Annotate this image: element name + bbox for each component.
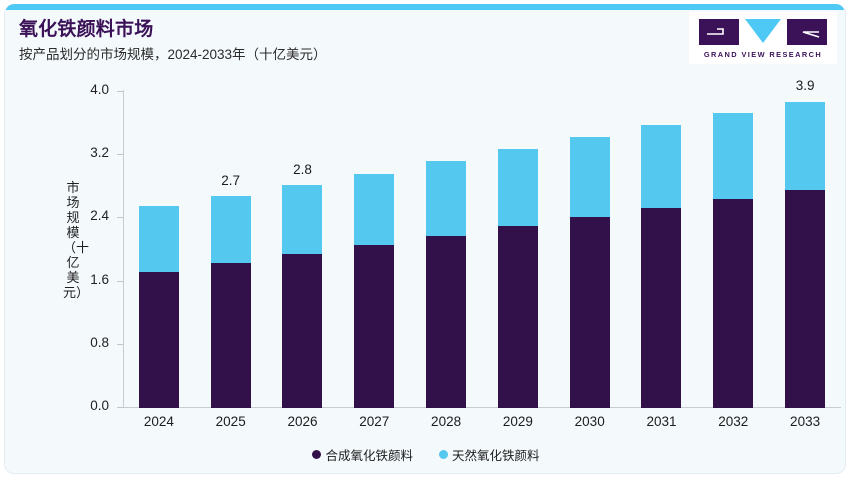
bar-segment-synthetic[interactable] xyxy=(785,189,826,408)
y-axis-line xyxy=(123,90,124,408)
bar-segment-natural[interactable] xyxy=(569,137,610,217)
chart-plot-wrapper: 市场规模（十亿美元） 0.0 0.8 1.6 2.4 3.2 4.0 2024 2.7 202… xyxy=(5,4,845,473)
chart-subtitle: 按产品划分的市场规模，2024-2033年（十亿美元） xyxy=(19,47,327,62)
y-axis-tick-label: 3.2 xyxy=(90,145,109,161)
bar-segment-natural[interactable] xyxy=(641,125,682,209)
legend-item-label: 合成氧化铁颜料 xyxy=(325,449,413,463)
bar-value-label: 3.9 xyxy=(795,78,815,94)
bar-segment-natural[interactable] xyxy=(426,160,467,236)
y-axis-tick-mark xyxy=(117,280,123,282)
bar-segment-natural[interactable] xyxy=(282,185,323,254)
bar-segment-natural[interactable] xyxy=(138,205,179,273)
x-axis-tick-label: 2024 xyxy=(143,414,174,429)
bar-segment-synthetic[interactable] xyxy=(210,263,251,408)
x-axis-tick-label: 2026 xyxy=(287,414,318,429)
y-axis-tick: 1.6 xyxy=(63,272,123,287)
logo-wordmark: GRAND VIEW RESEARCH xyxy=(703,50,823,59)
legend-color-dot xyxy=(439,450,448,459)
x-axis-tick-label: 2029 xyxy=(502,414,533,429)
bar-segment-natural[interactable] xyxy=(354,174,395,246)
y-axis-tick-mark xyxy=(117,407,123,408)
bar-slot: 2029 xyxy=(482,92,554,429)
gvr-logo-mark-icon xyxy=(699,19,827,45)
legend-item-label: 天然氧化铁颜料 xyxy=(452,449,540,463)
card-accent-bar xyxy=(5,4,845,10)
legend-color-dot xyxy=(312,450,322,459)
bar-segment-synthetic[interactable] xyxy=(426,235,467,408)
y-axis-tick-label: 0.8 xyxy=(90,334,109,350)
chart-legend: 合成氧化铁颜料 天然氧化铁颜料 xyxy=(5,445,845,464)
bar-slot: 2032 xyxy=(697,92,769,429)
bar-segment-synthetic[interactable] xyxy=(641,208,682,408)
y-axis-tick-mark xyxy=(117,91,123,92)
legend-item[interactable]: 合成氧化铁颜料 xyxy=(312,445,413,464)
x-axis-tick-label: 2032 xyxy=(718,414,749,429)
x-axis-tick-label: 2025 xyxy=(215,414,246,429)
chart-header: 氧化铁颜料市场 按产品划分的市场规模，2024-2033年（十亿美元） xyxy=(19,18,639,64)
bar-slot: 2028 xyxy=(410,92,482,429)
bar-segment-synthetic[interactable] xyxy=(354,245,395,408)
bar-segment-synthetic[interactable] xyxy=(569,216,610,408)
bar-slot: 3.9 2033 xyxy=(769,78,841,429)
y-axis-tick-label: 0.0 xyxy=(90,398,109,413)
bar-slot: 2027 xyxy=(338,92,410,429)
x-axis-line xyxy=(123,407,841,408)
bar-segment-natural[interactable] xyxy=(210,196,251,264)
bar-segment-synthetic[interactable] xyxy=(282,253,323,408)
grand-view-research-logo: GRAND VIEW RESEARCH xyxy=(689,12,837,64)
bar-segment-natural[interactable] xyxy=(497,148,538,227)
legend-item[interactable]: 天然氧化铁颜料 xyxy=(439,445,540,464)
bar-slot: 2.8 2026 xyxy=(267,92,339,429)
bar-slot: 2.7 2025 xyxy=(195,92,267,429)
bar-segment-natural[interactable] xyxy=(785,101,826,190)
x-axis-tick-label: 2031 xyxy=(646,414,677,429)
bar-segment-synthetic[interactable] xyxy=(497,226,538,408)
y-axis-tick: 2.4 xyxy=(63,208,123,223)
y-axis-title: 市场规模（十亿美元） xyxy=(63,180,90,300)
bar-segment-natural[interactable] xyxy=(713,113,754,199)
y-axis-tick-mark xyxy=(117,217,123,219)
y-axis-tick: 0.0 xyxy=(63,398,123,413)
y-axis-tick-mark xyxy=(117,154,123,156)
y-axis-tick-label: 1.6 xyxy=(90,271,109,287)
y-axis-tick-label: 2.4 xyxy=(90,208,109,224)
bar-segment-synthetic[interactable] xyxy=(138,272,179,408)
bar-slot: 2031 xyxy=(626,92,698,429)
x-axis-tick-label: 2027 xyxy=(359,414,390,429)
x-axis-tick-label: 2033 xyxy=(790,414,821,429)
chart-card: 氧化铁颜料市场 按产品划分的市场规模，2024-2033年（十亿美元） GRAN… xyxy=(4,4,846,474)
bar-slot: 2024 xyxy=(123,92,195,429)
bar-segment-synthetic[interactable] xyxy=(713,198,754,408)
bar-value-label: 2.7 xyxy=(221,173,241,189)
y-axis-tick-label: 4.0 xyxy=(90,82,109,97)
bar-slot: 2030 xyxy=(554,92,626,429)
bar-value-label: 2.8 xyxy=(293,162,312,178)
y-axis-tick: 3.2 xyxy=(63,145,123,160)
y-axis-tick: 4.0 xyxy=(63,82,123,97)
chart-title: 氧化铁颜料市场 xyxy=(19,19,154,40)
x-axis-tick-label: 2030 xyxy=(574,414,605,429)
y-axis-tick-mark xyxy=(117,343,123,345)
y-axis-tick: 0.8 xyxy=(63,335,123,350)
x-axis-tick-label: 2028 xyxy=(431,414,462,429)
plot-area: 0.0 0.8 1.6 2.4 3.2 4.0 2024 2.7 2025 2.8 2026 202… xyxy=(90,78,841,429)
